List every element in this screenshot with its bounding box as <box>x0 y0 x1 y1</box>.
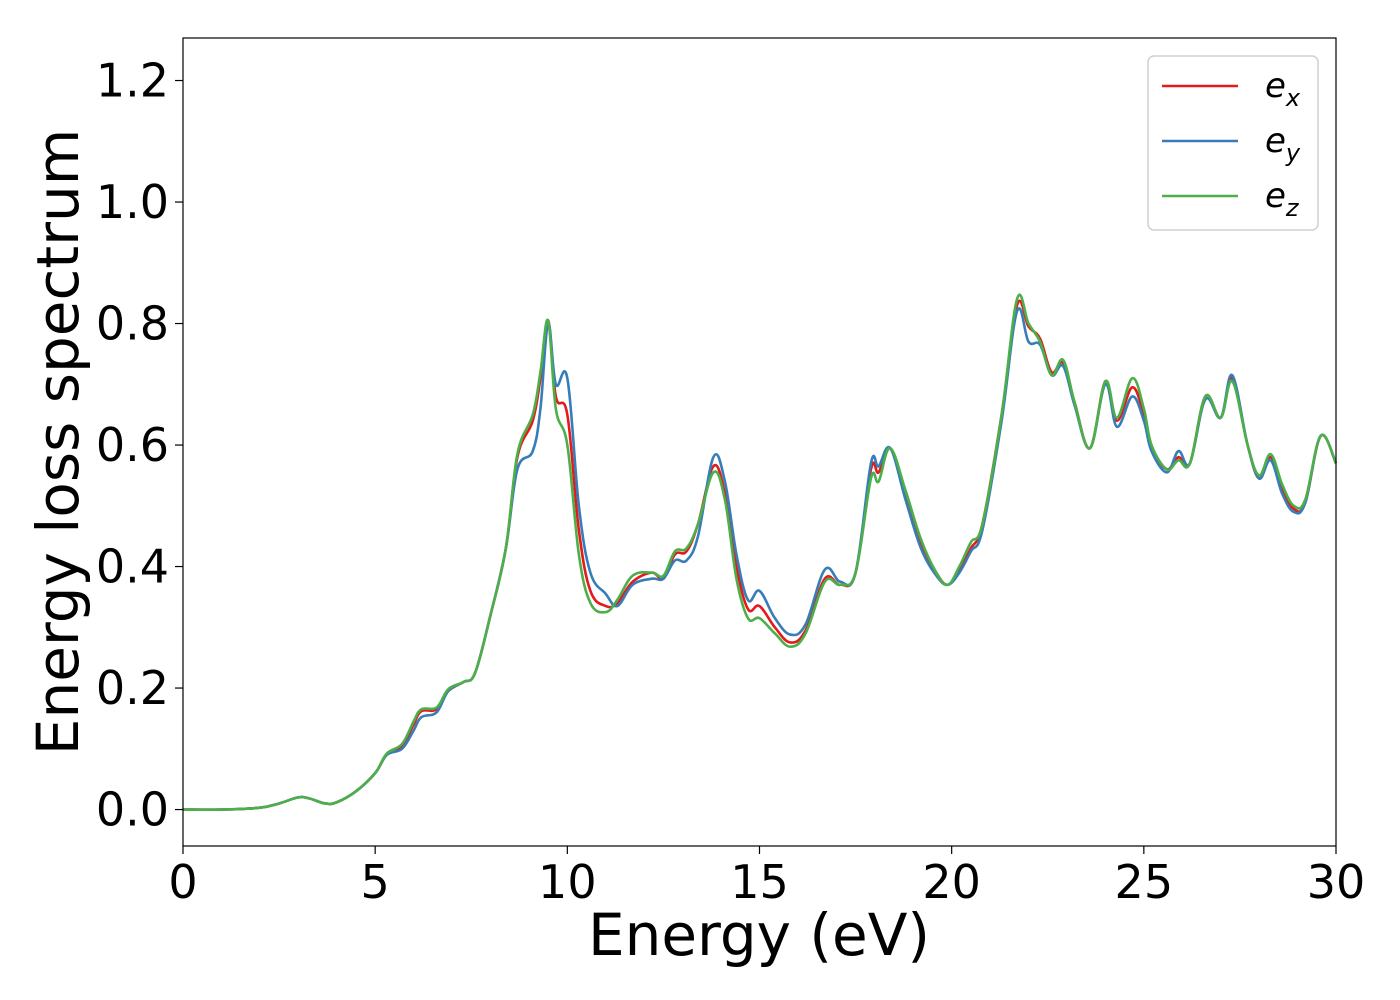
x-tick-label: 0 <box>168 855 197 909</box>
y-tick-label: 0.6 <box>96 418 169 472</box>
series-line-e-x <box>182 299 1338 811</box>
y-tick-label: 0.8 <box>96 297 169 351</box>
y-tick-label: 0.4 <box>96 540 169 594</box>
y-axis-label: Energy loss spectrum <box>24 129 92 755</box>
legend-box <box>1147 55 1319 231</box>
legend-label-subscript: y <box>1285 139 1301 167</box>
x-tick-label: 20 <box>922 855 981 909</box>
legend-label-subscript: z <box>1285 194 1300 222</box>
legend-label-y: ey <box>1265 121 1301 167</box>
series-line-e-y <box>182 307 1338 811</box>
y-tick-label: 0.0 <box>96 783 169 837</box>
series-line-e-z <box>182 293 1338 811</box>
x-tick-label: 25 <box>1115 855 1174 909</box>
y-tick-label: 0.2 <box>96 661 169 715</box>
y-tick-label: 1.2 <box>96 54 169 108</box>
x-tick-label: 5 <box>361 855 390 909</box>
series-group <box>182 293 1338 811</box>
x-tick-label: 30 <box>1307 855 1366 909</box>
y-axis: 0.0 0.2 0.4 0.6 0.8 1.0 1.2 <box>96 54 183 837</box>
x-axis: 0 5 10 15 20 25 30 <box>168 846 1365 909</box>
legend-label-subscript: x <box>1285 84 1301 112</box>
legend-label-z: ez <box>1265 176 1300 222</box>
legend-label-base: e <box>1265 176 1286 216</box>
y-tick-label: 1.0 <box>96 175 169 229</box>
legend-label-x: ex <box>1265 66 1301 112</box>
x-axis-label: Energy (eV) <box>588 901 930 969</box>
x-tick-label: 15 <box>730 855 789 909</box>
x-tick-label: 10 <box>538 855 597 909</box>
legend-label-base: e <box>1265 66 1286 106</box>
legend-label-base: e <box>1265 121 1286 161</box>
